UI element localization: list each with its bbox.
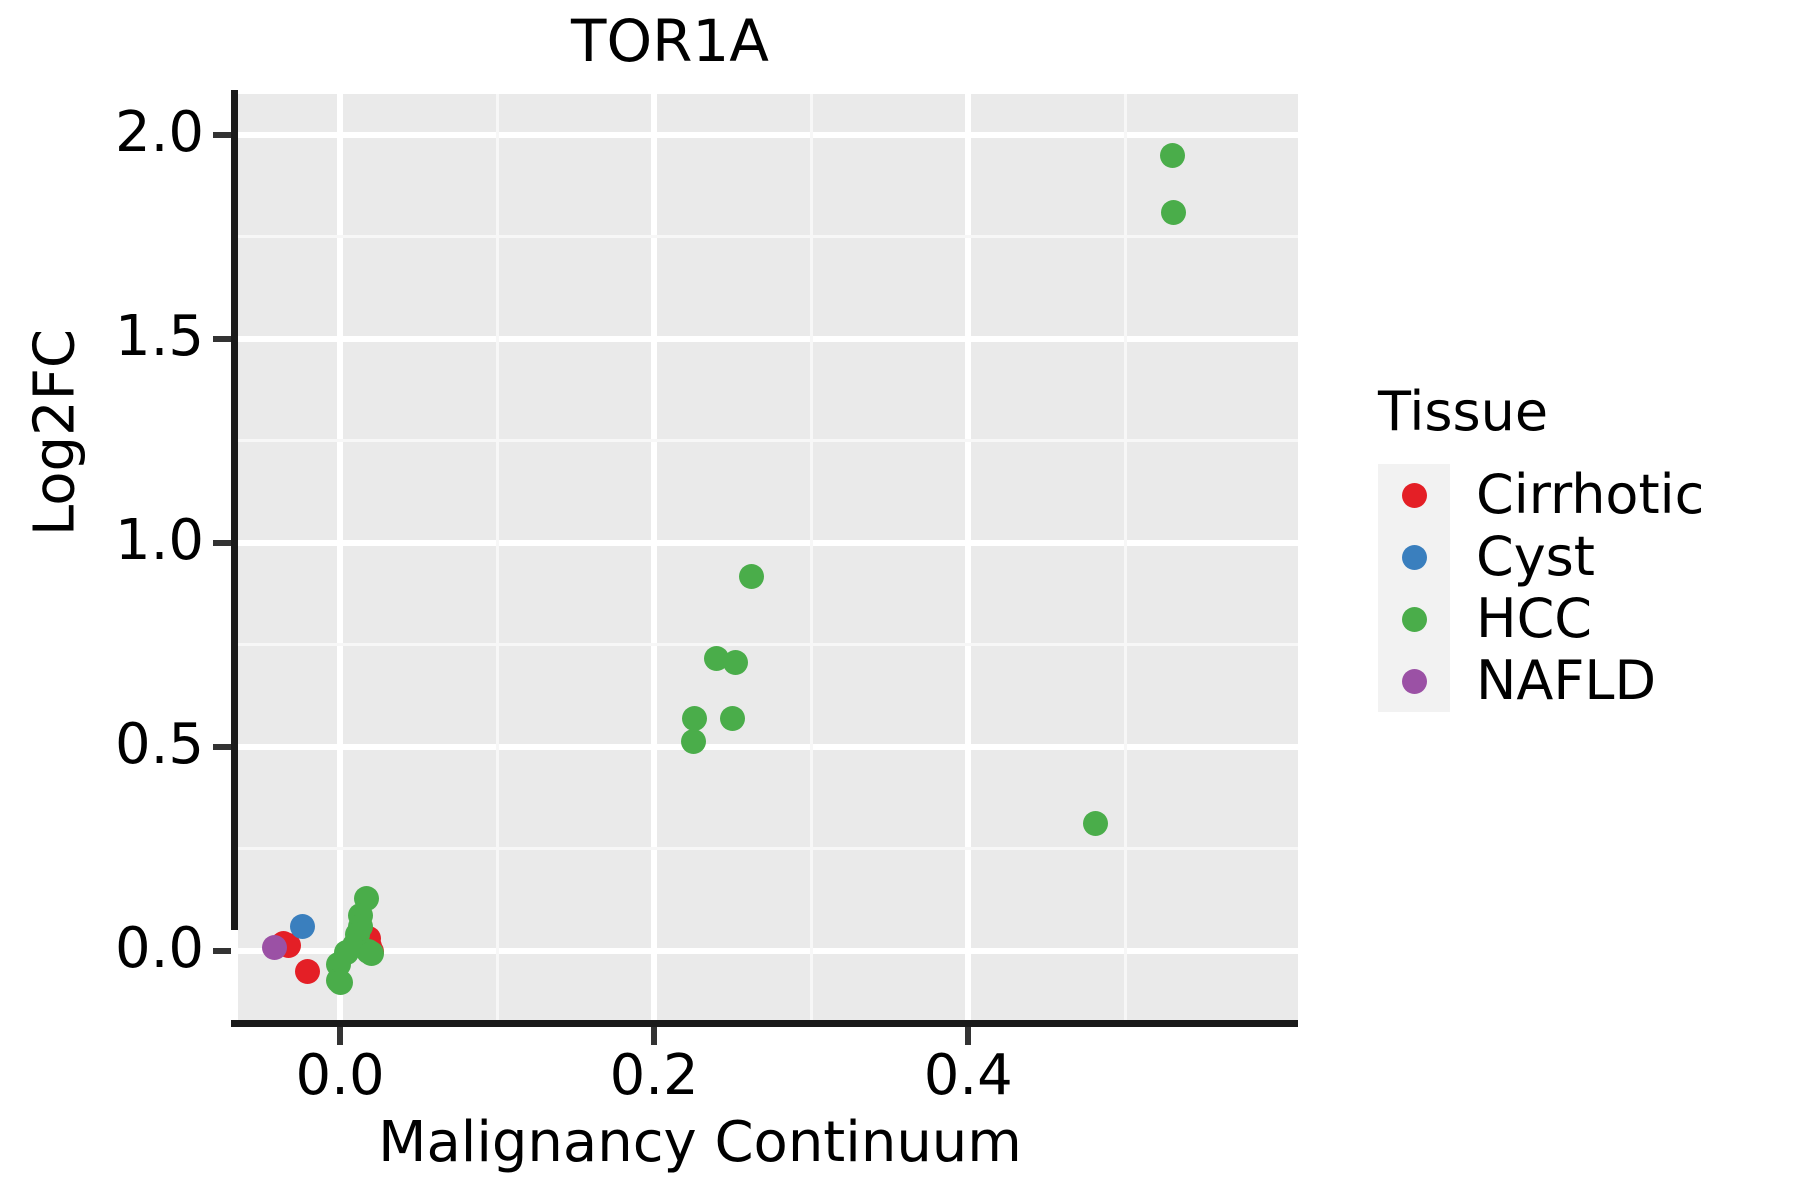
y-tick-mark: [213, 131, 231, 138]
gridline-horizontal: [238, 539, 1298, 546]
y-tick-label: 1.0: [114, 507, 204, 573]
x-tick-mark: [337, 1027, 344, 1045]
gridline-horizontal-minor: [238, 235, 1298, 239]
y-tick-label: 2.0: [114, 99, 204, 165]
gridline-horizontal-minor: [238, 439, 1298, 443]
gridline-horizontal: [238, 743, 1298, 750]
legend-item-hcc[interactable]: HCC: [1378, 588, 1704, 650]
y-tick-label: 0.0: [114, 915, 204, 981]
data-point-hcc: [682, 705, 708, 731]
plot-panel: [238, 94, 1298, 1020]
gridline-horizontal: [238, 335, 1298, 342]
data-point-hcc: [720, 706, 746, 732]
data-point-hcc: [723, 649, 749, 675]
gridline-vertical-minor: [495, 94, 499, 1020]
y-axis-line: [231, 90, 238, 930]
x-tick-mark: [651, 1027, 658, 1045]
gridline-vertical-minor: [809, 94, 813, 1020]
x-tick-mark: [965, 1027, 972, 1045]
data-point-hcc: [739, 563, 764, 589]
legend-item-nafld[interactable]: NAFLD: [1378, 650, 1704, 712]
y-tick-mark: [213, 539, 231, 546]
legend-title: Tissue: [1378, 380, 1549, 443]
legend-key: [1378, 464, 1450, 526]
gridline-vertical: [337, 94, 344, 1020]
y-tick-mark: [213, 743, 231, 750]
legend-key: [1378, 588, 1450, 650]
x-tick-label: 0.4: [923, 1043, 1013, 1108]
legend-item-label: Cyst: [1476, 525, 1595, 588]
data-point-cyst: [289, 913, 315, 939]
data-point-hcc: [327, 969, 353, 995]
legend-entries: Cirrhotic Cyst HCC NAFLD: [1378, 464, 1704, 712]
legend-item-label: HCC: [1476, 587, 1593, 650]
gridline-horizontal: [238, 947, 1298, 954]
data-point-nafld: [261, 935, 287, 961]
data-point-hcc: [1082, 810, 1108, 836]
legend-color-dot: [1401, 544, 1427, 570]
legend: Tissue Cirrhotic Cyst HCC NAFLD: [1378, 382, 1704, 712]
page-title: TOR1A: [571, 7, 769, 75]
x-tick-label: 0.0: [295, 1043, 385, 1108]
legend-item-label: Cirrhotic: [1476, 463, 1705, 526]
data-point-hcc: [1159, 142, 1185, 168]
gridline-horizontal-minor: [238, 643, 1298, 647]
data-point-hcc: [358, 941, 384, 967]
legend-color-dot: [1401, 606, 1427, 632]
gridline-vertical: [965, 94, 972, 1020]
y-tick-label: 0.5: [114, 711, 204, 777]
legend-item-cyst[interactable]: Cyst: [1378, 526, 1704, 588]
gridline-horizontal-minor: [238, 847, 1298, 851]
y-tick-mark: [213, 947, 231, 954]
legend-color-dot: [1401, 668, 1427, 694]
legend-key: [1378, 650, 1450, 712]
legend-color-dot: [1401, 482, 1427, 508]
y-tick-mark: [213, 335, 231, 342]
x-tick-label: 0.2: [609, 1043, 699, 1108]
gridline-vertical: [651, 94, 658, 1020]
legend-key: [1378, 526, 1450, 588]
x-axis-line: [231, 1020, 1298, 1027]
data-point-hcc: [680, 729, 706, 755]
legend-item-label: NAFLD: [1476, 649, 1657, 712]
data-point-hcc: [1161, 199, 1187, 225]
gridline-horizontal: [238, 131, 1298, 138]
legend-item-cirrhotic[interactable]: Cirrhotic: [1378, 464, 1704, 526]
data-point-cirrhotic: [294, 959, 320, 985]
y-tick-label: 1.5: [114, 303, 204, 369]
x-axis-title: Malignancy Continuum: [378, 1110, 1022, 1175]
gridline-vertical-minor: [1123, 94, 1127, 1020]
y-axis-title: Log2FC: [22, 329, 88, 536]
